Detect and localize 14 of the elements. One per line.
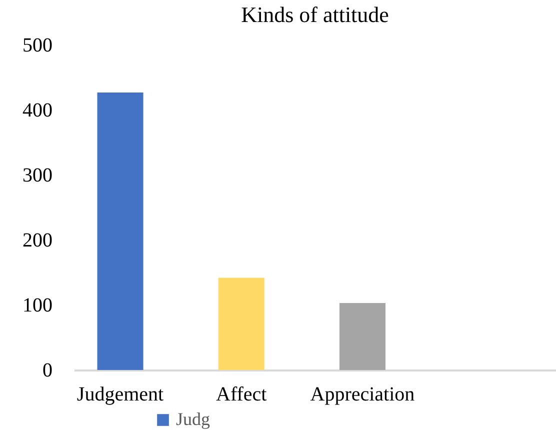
chart-title: Kinds of attitude <box>241 2 389 27</box>
x-tick-label: Judgement <box>76 384 164 406</box>
x-tick-label: Appreciation <box>310 384 415 406</box>
bar <box>97 92 144 370</box>
bar <box>218 278 264 370</box>
y-tick-label: 500 <box>22 34 52 56</box>
y-tick-label: 0 <box>42 360 52 382</box>
y-tick-label: 200 <box>22 230 52 252</box>
y-tick-label: 400 <box>22 100 52 122</box>
y-tick-label: 100 <box>22 294 52 316</box>
x-tick-label: Affect <box>216 384 268 406</box>
y-tick-label: 300 <box>22 164 52 186</box>
legend-label: Judg <box>176 409 210 429</box>
bar <box>339 303 386 370</box>
